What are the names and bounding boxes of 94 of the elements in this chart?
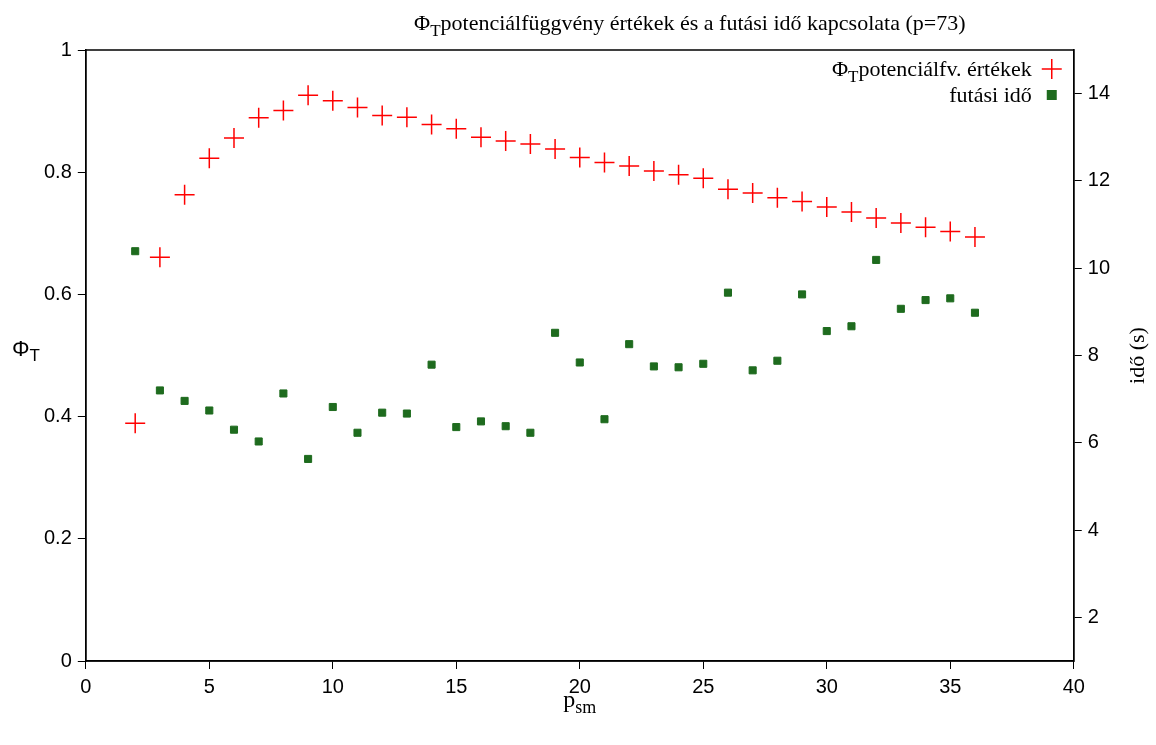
point [692, 167, 715, 190]
point [396, 106, 418, 128]
x-tick-label: 15 [445, 674, 468, 697]
point [470, 126, 492, 149]
y2-tick-label: 2 [1087, 604, 1099, 627]
point [279, 389, 288, 398]
point [378, 408, 387, 417]
y2-tick-label: 12 [1087, 168, 1110, 191]
point [964, 226, 986, 248]
x-tick-label: 30 [815, 674, 838, 697]
point [773, 356, 782, 365]
point [322, 89, 344, 112]
point [346, 96, 369, 119]
point [297, 84, 319, 106]
point [353, 428, 362, 437]
point [371, 104, 393, 127]
point [946, 294, 955, 303]
x-tick-label: 0 [80, 674, 92, 697]
point [865, 207, 887, 229]
point [822, 327, 831, 336]
point [872, 255, 881, 264]
point [272, 99, 295, 122]
y2-tick-label: 10 [1087, 255, 1110, 278]
point [427, 360, 436, 369]
y2-tick-label: 14 [1087, 81, 1110, 104]
point [254, 437, 263, 446]
point [198, 147, 221, 169]
point [173, 184, 196, 206]
point [328, 402, 337, 412]
y-tick-label: 0.6 [43, 281, 72, 304]
point [155, 386, 164, 395]
point [748, 366, 757, 375]
point [840, 201, 863, 223]
y-tick-label: 0.2 [43, 526, 72, 549]
x-tick-label: 40 [1062, 674, 1085, 697]
y2-tick-label: 8 [1087, 343, 1099, 366]
point [575, 358, 584, 367]
x-tick-label: 25 [692, 674, 715, 697]
y2-axis-title: idő (s) [1123, 327, 1149, 384]
point [816, 196, 838, 218]
point [544, 138, 566, 160]
point [420, 113, 443, 136]
point [149, 246, 171, 268]
point [921, 296, 930, 305]
point [124, 412, 146, 435]
point [445, 118, 468, 140]
point [717, 178, 739, 201]
point [723, 288, 733, 297]
point [667, 163, 690, 186]
y-tick-label: 0 [60, 648, 72, 671]
point [625, 340, 634, 349]
point [890, 212, 912, 234]
y-tick-label: 0.8 [43, 159, 72, 182]
y2-tick-label: 6 [1087, 430, 1099, 453]
x-tick-label: 10 [321, 674, 344, 697]
point [501, 422, 510, 431]
point [452, 423, 461, 432]
point [643, 160, 665, 182]
point [618, 155, 640, 177]
x-tick-label: 35 [939, 674, 962, 697]
point [494, 130, 517, 152]
point [766, 187, 789, 209]
point [131, 247, 140, 256]
point [229, 425, 239, 434]
point [791, 190, 813, 213]
legend-label: futási idő [949, 82, 1032, 107]
point [798, 290, 807, 299]
point [939, 220, 962, 243]
point [970, 308, 979, 317]
point [896, 304, 905, 313]
x-tick-label: 5 [203, 674, 215, 697]
point [569, 146, 591, 169]
point [519, 133, 542, 155]
point [914, 216, 937, 238]
point [600, 415, 609, 424]
point [526, 428, 535, 437]
point [551, 328, 560, 337]
point [674, 363, 683, 372]
point [699, 359, 708, 368]
y-tick-label: 0.4 [43, 404, 72, 427]
point [180, 396, 189, 405]
point [304, 454, 313, 463]
point [402, 409, 411, 418]
point [847, 322, 856, 331]
y2-tick-label: 4 [1087, 517, 1099, 540]
point [223, 127, 245, 149]
point [205, 406, 214, 415]
point [476, 417, 486, 426]
point [741, 182, 764, 204]
x-tick-label: 20 [568, 674, 591, 697]
y-tick-label: 1 [60, 37, 72, 60]
point [593, 151, 616, 174]
point [649, 362, 658, 371]
point [247, 107, 270, 129]
